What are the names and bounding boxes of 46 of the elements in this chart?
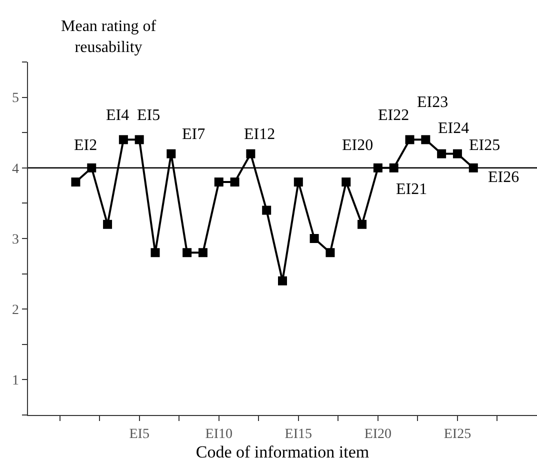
point bbox=[118, 135, 128, 144]
y-tick-label: 3 bbox=[12, 232, 20, 248]
point bbox=[246, 149, 256, 158]
annotation: EI22 bbox=[378, 107, 410, 124]
point bbox=[452, 149, 462, 158]
point bbox=[198, 248, 208, 258]
annotation: EI5 bbox=[137, 107, 160, 124]
annotation: EI12 bbox=[244, 126, 276, 143]
point bbox=[278, 276, 287, 286]
x-axis-title: Code of information item bbox=[196, 442, 370, 462]
point bbox=[103, 220, 112, 229]
point bbox=[358, 220, 367, 229]
annotation: EI20 bbox=[342, 137, 374, 154]
point bbox=[134, 135, 144, 144]
x-tick-label: EI20 bbox=[364, 426, 392, 442]
annotation: EI23 bbox=[417, 94, 448, 111]
point bbox=[230, 178, 240, 187]
y-tick-label: 5 bbox=[12, 91, 20, 106]
point bbox=[166, 149, 176, 158]
point bbox=[262, 206, 272, 215]
x-tick-label: EI10 bbox=[205, 426, 232, 442]
point bbox=[71, 178, 80, 187]
annotation: EI4 bbox=[106, 107, 130, 124]
annotation: EI25 bbox=[469, 137, 500, 154]
y-tick-label: 1 bbox=[12, 374, 20, 389]
annotation: EI21 bbox=[396, 181, 428, 198]
annotation: EI24 bbox=[438, 120, 470, 137]
point bbox=[326, 248, 335, 258]
point bbox=[437, 149, 446, 158]
y-tick-label: 4 bbox=[12, 162, 20, 177]
y-axis-title: Mean rating of reusability bbox=[61, 18, 157, 56]
point bbox=[214, 178, 224, 187]
point bbox=[342, 178, 351, 187]
y-tick-label: 2 bbox=[12, 303, 20, 318]
annotation: EI2 bbox=[74, 137, 98, 154]
point bbox=[405, 135, 414, 144]
annotation: EI7 bbox=[182, 126, 206, 143]
annotation: EI26 bbox=[488, 169, 520, 186]
point bbox=[421, 135, 430, 144]
point bbox=[310, 234, 319, 243]
point bbox=[150, 248, 160, 258]
x-tick-label: EI25 bbox=[444, 426, 472, 442]
x-tick-label: EI15 bbox=[284, 426, 312, 442]
point bbox=[182, 248, 192, 258]
x-tick-label: EI5 bbox=[129, 426, 150, 442]
point bbox=[294, 178, 303, 187]
